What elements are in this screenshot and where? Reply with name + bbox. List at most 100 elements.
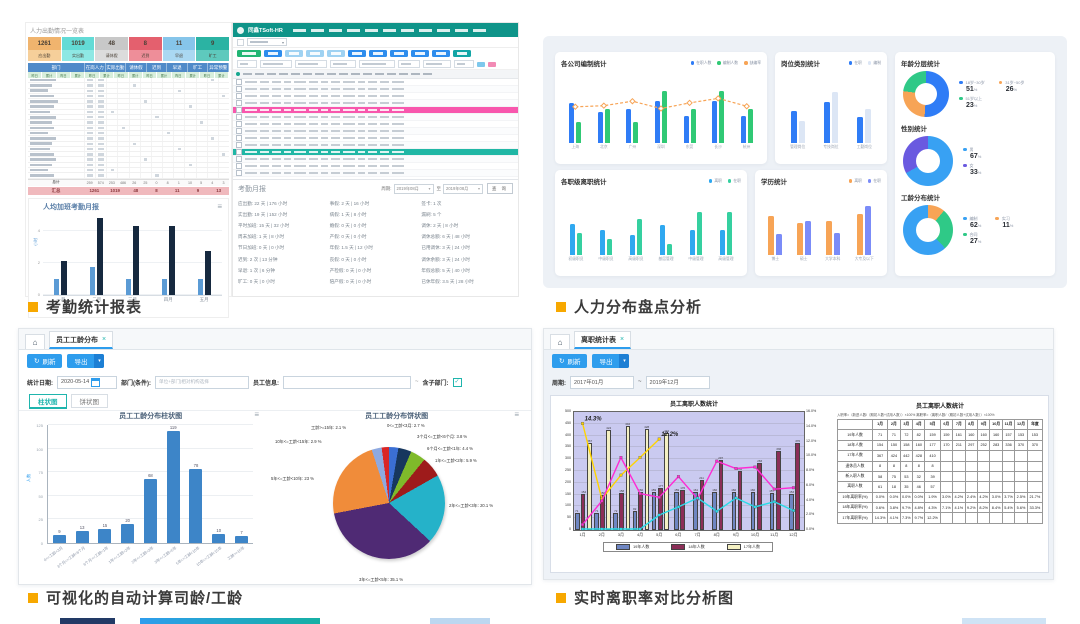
- refresh-button[interactable]: ↻ 刷新: [552, 354, 588, 368]
- row-checkbox[interactable]: [236, 93, 242, 99]
- toolbar-button[interactable]: [390, 50, 408, 57]
- period-to-select[interactable]: 2019年08月 ▾: [443, 183, 483, 194]
- table-row[interactable]: [233, 135, 518, 142]
- app-toolbar-buttons: [233, 48, 518, 59]
- row-checkbox[interactable]: [236, 149, 242, 155]
- table-row[interactable]: [233, 100, 518, 107]
- include-sub-checkbox[interactable]: ✓: [452, 377, 462, 387]
- toolbar-button[interactable]: [285, 50, 303, 57]
- chevron-down-icon[interactable]: ▾: [619, 354, 630, 368]
- calendar-icon[interactable]: [91, 377, 101, 387]
- toolbar-button[interactable]: [237, 50, 261, 57]
- close-icon[interactable]: ×: [620, 336, 625, 343]
- row-checkbox[interactable]: [236, 142, 242, 148]
- x-tick-label: 高级管理: [718, 257, 734, 261]
- table-row[interactable]: [28, 78, 229, 84]
- row-checkbox[interactable]: [236, 170, 242, 176]
- table-row[interactable]: [233, 149, 518, 156]
- table-row[interactable]: [28, 157, 229, 163]
- table-row[interactable]: [233, 170, 518, 177]
- stat-date-input[interactable]: 2020-05-14: [57, 375, 117, 389]
- table-row[interactable]: [28, 93, 229, 100]
- employee-input[interactable]: [283, 375, 411, 389]
- table-row[interactable]: [28, 130, 229, 137]
- tab-bar-chart[interactable]: 柱状图: [29, 393, 67, 409]
- toolbar-button[interactable]: [306, 50, 324, 57]
- filter-input[interactable]: [295, 60, 327, 68]
- table-row[interactable]: [233, 86, 518, 93]
- export-button[interactable]: 导出 ▾: [67, 354, 105, 368]
- toolbar-button[interactable]: [453, 50, 471, 57]
- period-from-input[interactable]: 2017年01月: [570, 375, 634, 389]
- row-checkbox[interactable]: [236, 114, 242, 120]
- table-cell: [989, 450, 1003, 462]
- toolbar-button[interactable]: [369, 50, 387, 57]
- toolbar-button[interactable]: [264, 50, 282, 57]
- tab-pie-chart[interactable]: 饼状图: [70, 394, 108, 408]
- period-from-select[interactable]: 2019年08月 ▾: [393, 183, 434, 194]
- table-row[interactable]: [233, 107, 518, 114]
- export-button[interactable]: 导出 ▾: [592, 354, 630, 368]
- toolbar-button[interactable]: [432, 50, 450, 57]
- table-row[interactable]: [28, 125, 229, 131]
- row-checkbox[interactable]: [236, 107, 242, 113]
- row-checkbox[interactable]: [236, 100, 242, 106]
- table-row[interactable]: [28, 83, 229, 89]
- home-icon[interactable]: [237, 38, 244, 46]
- filter-input[interactable]: [260, 60, 292, 68]
- table-row[interactable]: [28, 141, 229, 147]
- row-checkbox[interactable]: [236, 163, 242, 169]
- period-to-input[interactable]: 2019年12月: [645, 375, 710, 389]
- table-row[interactable]: [28, 120, 229, 126]
- close-icon[interactable]: ×: [102, 336, 107, 343]
- row-checkbox[interactable]: [236, 128, 242, 134]
- search-button[interactable]: 查 询: [487, 183, 513, 194]
- table-row[interactable]: [233, 142, 518, 149]
- toolbar-button[interactable]: [411, 50, 429, 57]
- toolbar-button[interactable]: [327, 50, 345, 57]
- table-row[interactable]: [233, 156, 518, 163]
- table-row[interactable]: [28, 173, 229, 179]
- table-row[interactable]: [28, 104, 229, 110]
- filter-input[interactable]: [237, 60, 257, 68]
- tab-tenure[interactable]: 员工工龄分布 ×: [49, 331, 114, 349]
- table-row[interactable]: [233, 121, 518, 128]
- row-checkbox[interactable]: [236, 135, 242, 141]
- table-row[interactable]: [233, 163, 518, 170]
- row-checkbox[interactable]: [236, 86, 242, 92]
- table-row[interactable]: [28, 152, 229, 158]
- filter-input[interactable]: [398, 60, 420, 68]
- module-select[interactable]: ▾: [247, 38, 287, 46]
- table-row[interactable]: [28, 109, 229, 116]
- chart-menu-icon[interactable]: ≡: [514, 410, 519, 419]
- row-checkbox[interactable]: [236, 156, 242, 162]
- filter-input[interactable]: [423, 60, 451, 68]
- table-row[interactable]: [28, 115, 229, 121]
- home-button[interactable]: ⌂: [25, 334, 45, 349]
- table-row[interactable]: [233, 79, 518, 86]
- refresh-button[interactable]: ↻ 刷新: [27, 354, 63, 368]
- filter-input[interactable]: [454, 60, 474, 68]
- table-row[interactable]: [28, 146, 229, 153]
- row-checkbox[interactable]: [236, 79, 242, 85]
- filter-input[interactable]: [330, 60, 356, 68]
- row-checkbox[interactable]: [236, 121, 242, 127]
- table-row[interactable]: [28, 99, 229, 105]
- table-row[interactable]: [28, 168, 229, 174]
- chart-menu-icon[interactable]: ≡: [217, 201, 222, 211]
- table-cell: 18: [887, 481, 901, 493]
- filter-input[interactable]: [359, 60, 395, 68]
- table-row[interactable]: [233, 128, 518, 135]
- tab-turnover[interactable]: 离职统计表 ×: [574, 331, 632, 349]
- home-button[interactable]: ⌂: [550, 334, 570, 349]
- toolbar-button[interactable]: [348, 50, 366, 57]
- dept-input[interactable]: 单位+部门|相对机构选择: [155, 375, 249, 389]
- chevron-down-icon[interactable]: ▾: [94, 354, 105, 368]
- table-row[interactable]: [233, 114, 518, 121]
- table-row[interactable]: [28, 162, 229, 169]
- table-row[interactable]: [28, 88, 229, 94]
- table-row[interactable]: [28, 136, 229, 142]
- chart-menu-icon[interactable]: ≡: [254, 410, 259, 419]
- table-row[interactable]: [233, 93, 518, 100]
- table-cell: 71: [887, 429, 901, 441]
